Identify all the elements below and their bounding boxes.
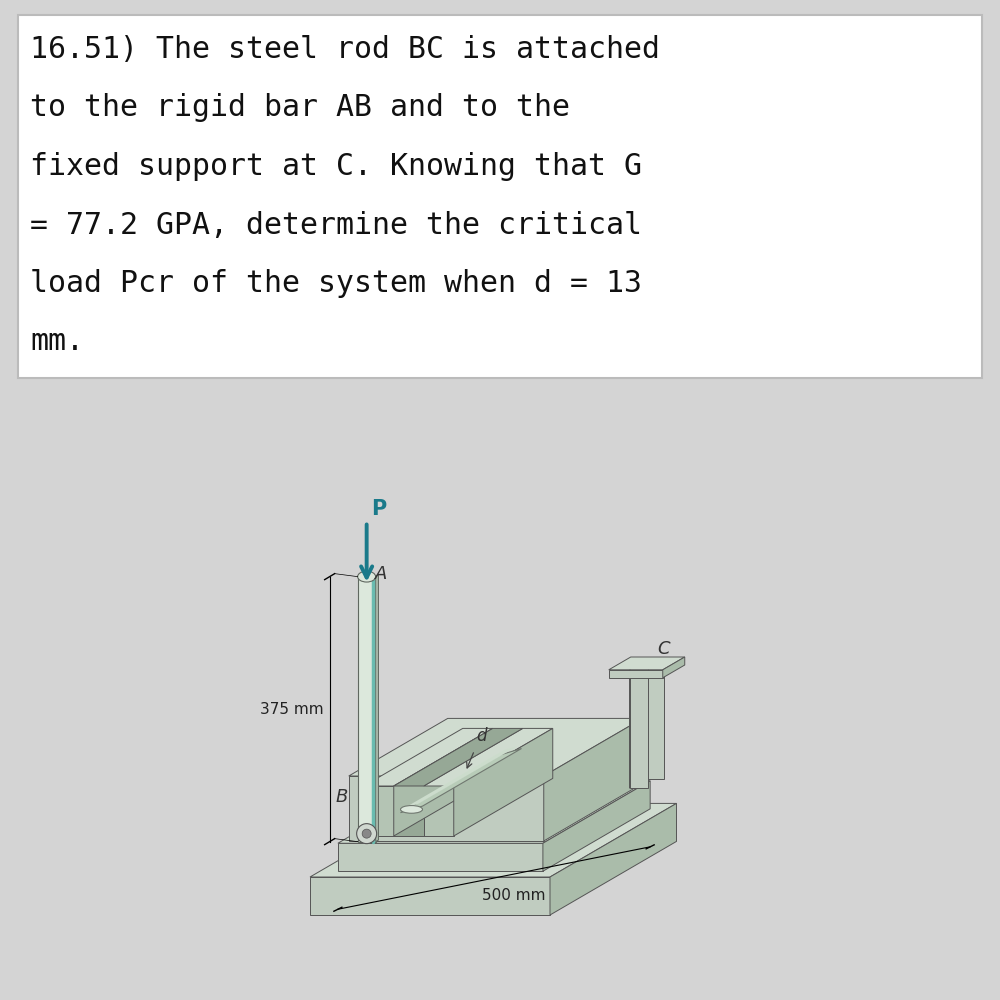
- Polygon shape: [424, 728, 553, 786]
- Polygon shape: [609, 670, 663, 678]
- Circle shape: [362, 829, 371, 838]
- Polygon shape: [394, 728, 523, 786]
- Text: 16.51) The steel rod BC is attached: 16.51) The steel rod BC is attached: [30, 35, 660, 64]
- Text: P: P: [371, 499, 386, 519]
- Polygon shape: [630, 659, 646, 788]
- Polygon shape: [646, 659, 664, 779]
- Polygon shape: [349, 718, 643, 776]
- Ellipse shape: [358, 571, 376, 582]
- Polygon shape: [544, 718, 643, 841]
- Text: 500 mm: 500 mm: [482, 888, 546, 903]
- Ellipse shape: [400, 806, 422, 813]
- Text: load Pcr of the system when d = 13: load Pcr of the system when d = 13: [30, 269, 642, 298]
- Text: fixed support at C. Knowing that G: fixed support at C. Knowing that G: [30, 152, 642, 181]
- Polygon shape: [358, 577, 376, 842]
- Polygon shape: [663, 657, 685, 678]
- Polygon shape: [630, 659, 664, 668]
- Polygon shape: [424, 786, 454, 836]
- Polygon shape: [364, 728, 493, 786]
- Text: C: C: [658, 640, 670, 658]
- Polygon shape: [394, 728, 493, 836]
- Polygon shape: [543, 781, 650, 871]
- Polygon shape: [630, 668, 648, 788]
- Polygon shape: [454, 728, 553, 836]
- Polygon shape: [338, 781, 650, 843]
- Polygon shape: [338, 843, 543, 871]
- Circle shape: [357, 824, 377, 844]
- Polygon shape: [364, 786, 394, 836]
- Text: A: A: [375, 565, 387, 583]
- Text: to the rigid bar AB and to the: to the rigid bar AB and to the: [30, 94, 570, 122]
- Text: B: B: [335, 788, 348, 806]
- Text: d: d: [477, 727, 487, 745]
- Text: 375 mm: 375 mm: [260, 702, 324, 717]
- Polygon shape: [310, 803, 676, 877]
- Polygon shape: [310, 877, 550, 915]
- Polygon shape: [394, 786, 424, 836]
- Polygon shape: [376, 575, 378, 842]
- Polygon shape: [405, 746, 517, 808]
- Text: = 77.2 GPA, determine the critical: = 77.2 GPA, determine the critical: [30, 211, 642, 239]
- Polygon shape: [550, 803, 676, 915]
- Polygon shape: [609, 657, 685, 670]
- Polygon shape: [349, 776, 544, 841]
- Text: mm.: mm.: [30, 328, 84, 357]
- FancyBboxPatch shape: [18, 15, 982, 378]
- Polygon shape: [400, 748, 522, 813]
